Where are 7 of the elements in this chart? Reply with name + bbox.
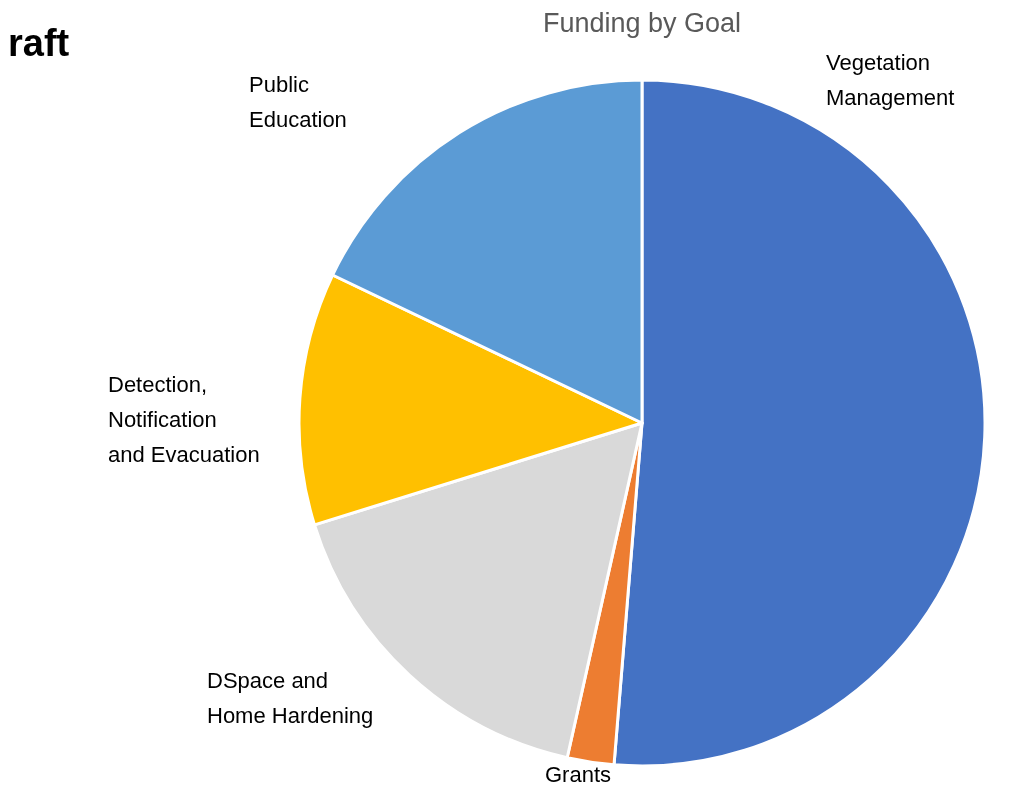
slice-label: DSpace and Home Hardening	[207, 668, 374, 728]
slice-label: Vegetation Management	[826, 50, 955, 110]
slice-label: Grants	[545, 762, 612, 787]
chart-title: Funding by Goal	[542, 8, 742, 38]
slice-label: Detection, Notification and Evacuation	[108, 372, 260, 467]
slice-label: Public Education	[249, 72, 347, 132]
text: raft	[8, 22, 70, 64]
